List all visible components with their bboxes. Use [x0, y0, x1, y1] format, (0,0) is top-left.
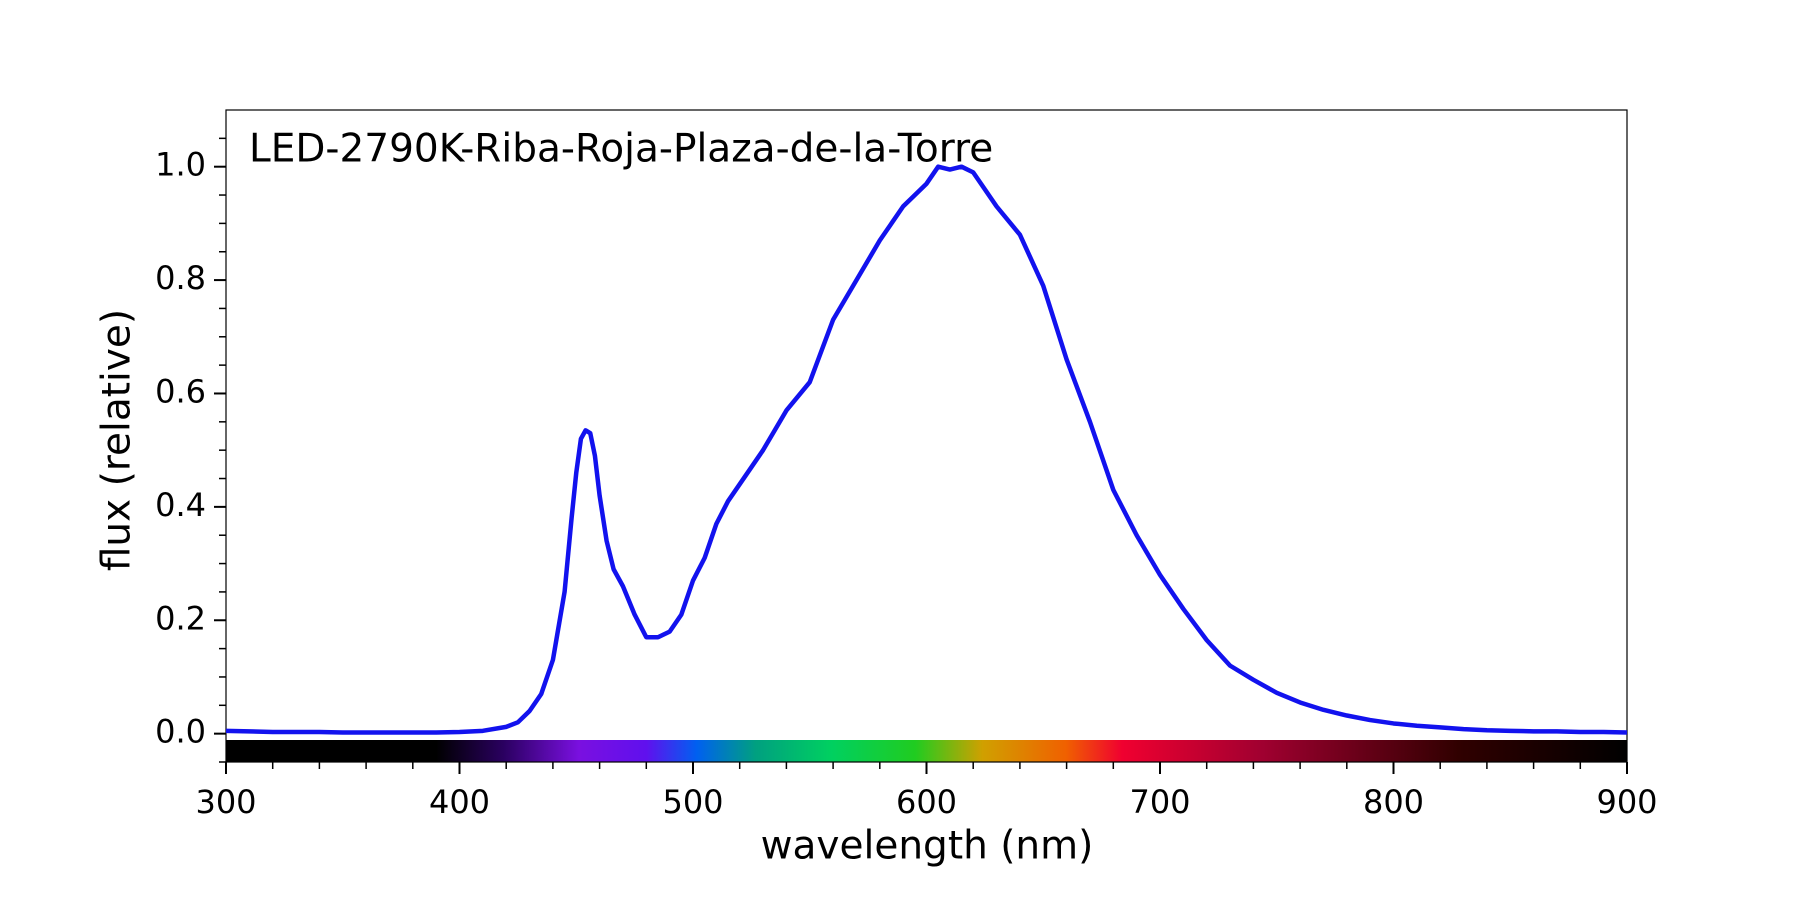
- x-tick-label: 400: [429, 783, 490, 821]
- x-tick-label: 500: [662, 783, 723, 821]
- y-tick-label: 0.0: [155, 713, 206, 751]
- y-tick-label: 1.0: [155, 146, 206, 184]
- spectrum-line: [225, 164, 1628, 735]
- y-tick-label: 0.2: [155, 599, 206, 637]
- x-tick-label: 300: [195, 783, 256, 821]
- y-tick-label: 0.6: [155, 372, 206, 410]
- chart-title: LED-2790K-Riba-Roja-Plaza-de-la-Torre: [249, 127, 993, 172]
- y-tick-label: 0.4: [155, 486, 206, 524]
- x-tick-label: 900: [1596, 783, 1657, 821]
- spectrum-strip: [226, 740, 1067, 762]
- plot-area: 0.0 0.2 0.4 0.6 0.8 1.0 300 400 500 600 700 800 900: [155, 109, 1658, 821]
- x-axis-label: wavelength (nm): [761, 824, 1094, 869]
- plot-frame: [225, 109, 1628, 763]
- y-axis-label: flux (relative): [95, 309, 140, 571]
- spectrum-strip: [1066, 740, 1627, 762]
- x-tick-label: 800: [1363, 783, 1424, 821]
- y-tick-label: 0.8: [155, 259, 206, 297]
- x-tick-label: 700: [1129, 783, 1190, 821]
- x-tick-label: 600: [896, 783, 957, 821]
